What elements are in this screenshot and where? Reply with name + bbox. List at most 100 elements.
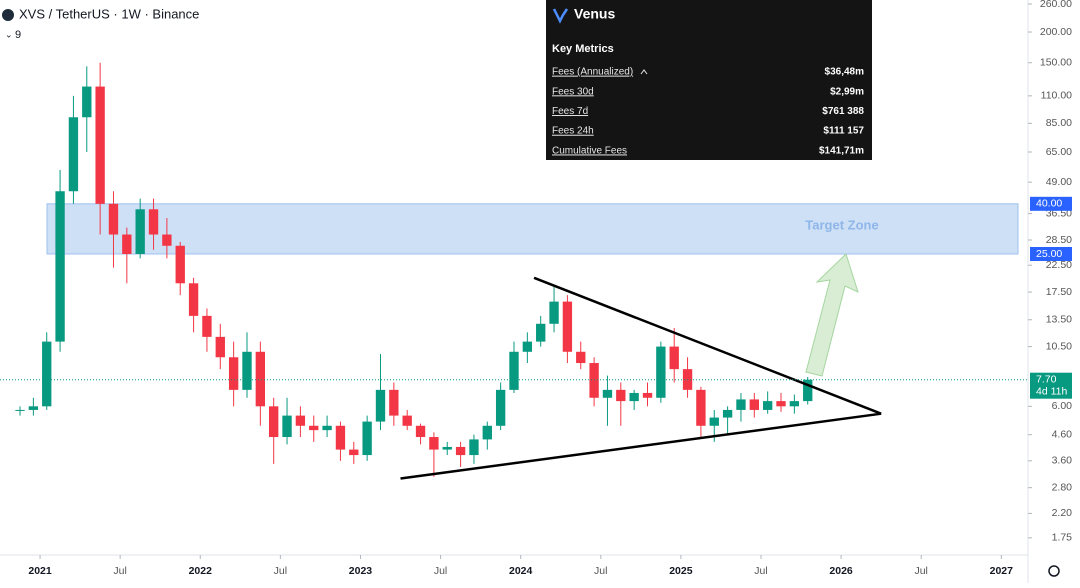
candle-body xyxy=(55,191,65,342)
candle-body xyxy=(68,117,79,192)
candle-body xyxy=(495,389,506,426)
target-zone-label: Target Zone xyxy=(805,217,878,232)
candle-body xyxy=(656,346,666,398)
candle-body xyxy=(95,86,105,204)
settings-icon[interactable] xyxy=(1048,565,1060,577)
y-tick-label: 3.60 xyxy=(1052,455,1073,467)
y-tick-label: 85.00 xyxy=(1046,117,1072,129)
candle-body xyxy=(722,409,733,418)
last-price-badge xyxy=(1030,372,1072,399)
candle-body xyxy=(295,415,306,426)
candle-body xyxy=(28,406,39,410)
candle-body xyxy=(362,421,372,456)
zone-badge xyxy=(1030,246,1072,261)
candle-body xyxy=(749,399,759,410)
metric-value: $111 157 xyxy=(823,126,864,137)
candle-body xyxy=(789,401,800,407)
collapse-icon[interactable]: ⌄ xyxy=(5,29,13,39)
x-tick-label: Jul xyxy=(113,565,126,577)
y-tick-label: 2.80 xyxy=(1052,481,1073,493)
candle-body xyxy=(309,425,319,431)
bar-countdown: 4d 11h xyxy=(1036,385,1067,397)
y-tick-label: 17.50 xyxy=(1046,286,1072,298)
x-tick-label: 2024 xyxy=(509,565,533,577)
x-tick-label: 2025 xyxy=(669,565,693,577)
candle-body xyxy=(282,415,292,438)
metrics-panel: Venus Key Metrics Fees (Annualized) $36,4… xyxy=(546,0,872,160)
zone-badge xyxy=(1030,196,1072,211)
expand-caret xyxy=(640,69,648,75)
y-tick-label: 13.50 xyxy=(1046,314,1072,326)
x-tick-label: 2027 xyxy=(990,565,1014,577)
candle-body xyxy=(509,351,519,390)
last-price-label: 7.70 xyxy=(1036,373,1057,385)
metric-value: $2,99m xyxy=(830,86,864,97)
arrow xyxy=(805,253,859,377)
x-tick-label: Jul xyxy=(914,565,927,577)
candle-body xyxy=(122,234,132,254)
y-tick-label: 4.60 xyxy=(1052,428,1073,440)
candle-body xyxy=(402,415,412,426)
x-tick-label: 2022 xyxy=(189,565,213,577)
y-tick-label: 22.50 xyxy=(1046,259,1072,271)
x-tick-label: 2021 xyxy=(28,565,52,577)
candle-body xyxy=(536,323,546,342)
candle-body xyxy=(415,425,426,438)
candle-body xyxy=(255,351,266,407)
x-tick-label: Jul xyxy=(754,565,767,577)
candle-body xyxy=(736,399,746,410)
candle-body xyxy=(576,351,586,364)
x-tick-label: 2023 xyxy=(349,565,373,577)
candle-body xyxy=(375,389,386,422)
candle-body xyxy=(15,409,25,411)
y-tick-label: 110.00 xyxy=(1041,90,1072,102)
indicator-count[interactable]: 9 xyxy=(15,29,21,41)
candle-body xyxy=(175,245,185,284)
candle-body xyxy=(469,439,479,456)
candle-body xyxy=(482,425,492,440)
candle-body xyxy=(202,315,212,337)
trendline xyxy=(533,276,882,415)
candle-body xyxy=(108,203,119,235)
y-tick-label: 200.00 xyxy=(1040,26,1072,38)
venus-logo xyxy=(552,8,569,24)
y-tick-label: 49.00 xyxy=(1046,176,1072,188)
metric-name: Cumulative Fees xyxy=(552,145,627,156)
candle-body xyxy=(762,401,773,410)
candle-body xyxy=(549,301,559,324)
candle-body xyxy=(589,363,599,398)
candle-body xyxy=(349,449,359,456)
y-tick-label: 28.50 xyxy=(1046,234,1072,246)
metric-value: $761 388 xyxy=(822,106,864,117)
panel-subtitle: Key Metrics xyxy=(552,43,614,55)
candle-body xyxy=(242,351,252,390)
panel-bg xyxy=(546,0,872,160)
metric-value: $36,48m xyxy=(825,67,865,78)
y-tick-label: 65.00 xyxy=(1046,146,1072,158)
candle-body xyxy=(709,417,719,426)
candle-body xyxy=(135,209,145,254)
candle-body xyxy=(215,336,225,358)
candle-body xyxy=(669,346,679,370)
candle-body xyxy=(616,389,626,402)
x-tick-label: 2026 xyxy=(829,565,853,577)
zone-badge-label: 25.00 xyxy=(1036,248,1062,260)
candle-body xyxy=(429,437,439,450)
x-tick-label: Jul xyxy=(434,565,447,577)
candle-body xyxy=(696,389,706,426)
y-tick-label: 260.00 xyxy=(1040,0,1072,10)
metric-name: Fees (Annualized) xyxy=(552,67,633,78)
zone-badge-label: 40.00 xyxy=(1036,198,1062,210)
candle-body xyxy=(455,446,466,456)
y-tick-label: 10.50 xyxy=(1046,340,1072,352)
candle-body xyxy=(803,379,813,402)
candle-body xyxy=(629,392,639,402)
x-tick-label: Jul xyxy=(274,565,287,577)
candle-body xyxy=(335,425,346,450)
candle-body xyxy=(162,234,172,246)
metric-value: $141,71m xyxy=(819,145,864,156)
candle-body xyxy=(269,406,279,438)
candle-body xyxy=(322,425,332,431)
